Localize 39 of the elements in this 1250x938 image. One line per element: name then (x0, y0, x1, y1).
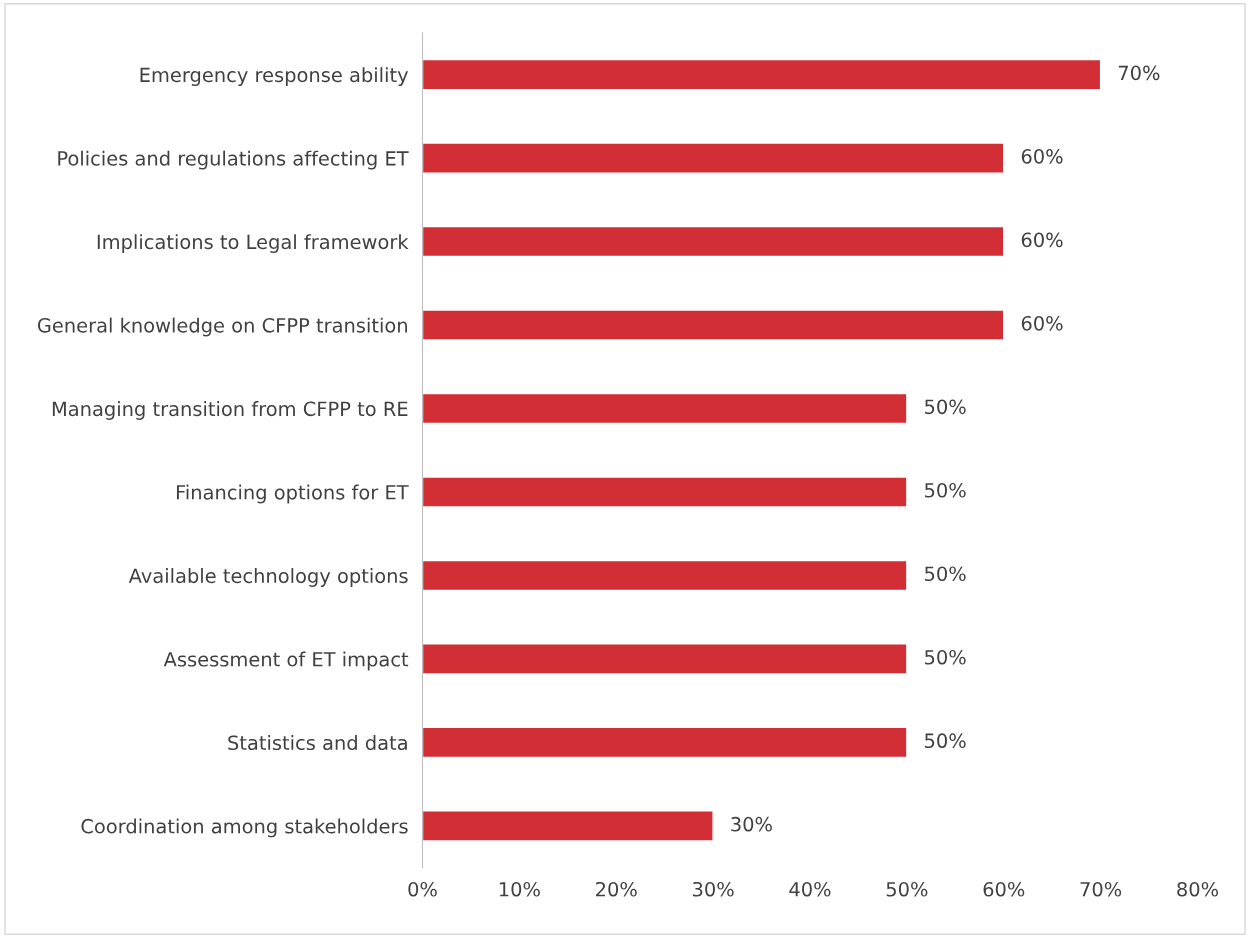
data-label: 50% (925, 649, 966, 665)
data-label: 30% (731, 816, 772, 832)
bar (422, 142, 1005, 174)
y-tick-label: Emergency response ability (140, 67, 409, 86)
x-tick-label: 40% (789, 881, 831, 897)
bar (422, 726, 908, 759)
data-label: 70% (1118, 65, 1160, 81)
y-tick-label: Implications to Legal framework (97, 234, 409, 253)
bar (422, 309, 1005, 341)
data-label: 60% (1021, 232, 1063, 248)
y-tick-label: Financing options for ET (176, 484, 409, 504)
bar (422, 559, 908, 592)
x-tick-label: 60% (983, 881, 1025, 897)
data-label: 50% (925, 482, 966, 498)
data-label: 60% (1021, 315, 1063, 331)
y-tick-label: Assessment of ET impact (163, 651, 409, 671)
x-tick-label: 70% (1080, 881, 1122, 897)
bar (422, 225, 1005, 258)
y-tick-label: Available technology options (128, 568, 408, 587)
x-tick-label: 50% (886, 881, 928, 897)
x-tick-label: 80% (1177, 881, 1219, 897)
data-label: 50% (925, 399, 966, 415)
bar (422, 643, 908, 675)
y-tick-label: General knowledge on CFPP transition (37, 317, 407, 337)
bar (422, 392, 908, 425)
x-tick-label: 30% (693, 881, 734, 897)
x-tick-label: 10% (499, 881, 540, 897)
y-tick-label: Statistics and data (228, 735, 407, 751)
bar (422, 58, 1102, 91)
bar (422, 476, 908, 508)
data-label: 60% (1021, 148, 1063, 164)
data-label: 50% (925, 566, 966, 582)
y-tick-label: Managing transition from CFPP to RE (52, 401, 408, 420)
x-tick-label: 0% (408, 881, 437, 897)
x-tick-label: 20% (596, 881, 637, 897)
data-label: 50% (925, 733, 966, 749)
bar (422, 810, 714, 842)
y-tick-label: Coordination among stakeholders (81, 818, 408, 838)
y-tick-label: Policies and regulations affecting ET (58, 150, 409, 170)
